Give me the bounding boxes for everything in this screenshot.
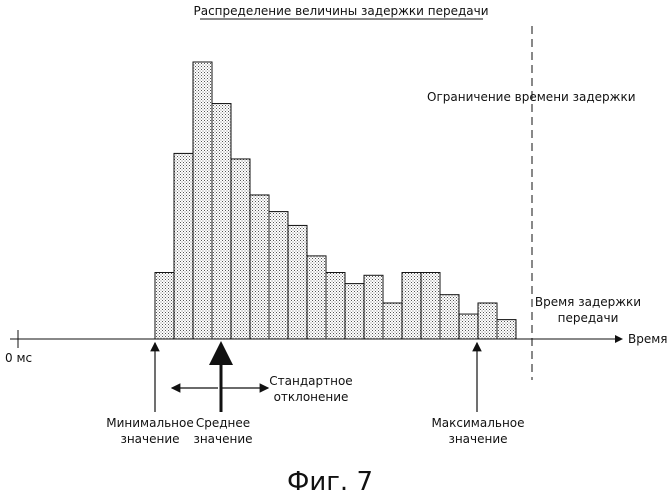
axis-label-time: Время (628, 332, 668, 346)
delay-limit-label: Ограничение времени задержки (427, 90, 636, 104)
histogram-bar-3 (193, 62, 212, 339)
histogram-bar-4 (212, 104, 231, 339)
delay-time-label-line1: Время задержки (535, 295, 641, 309)
mean-value-label-line1: Среднее (196, 416, 250, 430)
origin-label: 0 мс (5, 351, 32, 365)
histogram-bar-18 (478, 303, 497, 339)
std-deviation-label-line2: отклонение (274, 390, 349, 404)
chart-title: Распределение величины задержки передачи (193, 4, 488, 18)
histogram-bar-17 (459, 314, 478, 339)
histogram-bar-6 (250, 195, 269, 339)
figure-caption: Фиг. 7 (287, 467, 373, 497)
max-value-label-line1: Максимальное (431, 416, 524, 430)
delay-time-label-line2: передачи (558, 311, 619, 325)
histogram-bar-16 (440, 295, 459, 339)
min-value-label-line2: значение (120, 432, 179, 446)
std-deviation-label-line1: Стандартное (269, 374, 352, 388)
mean-value-label-line2: значение (193, 432, 252, 446)
histogram-bar-13 (383, 303, 402, 339)
histogram-bar-19 (497, 320, 516, 339)
max-value-label-line2: значение (448, 432, 507, 446)
histogram-bar-5 (231, 159, 250, 339)
histogram-bar-10 (326, 273, 345, 339)
histogram-bar-1 (155, 273, 174, 339)
histogram-bar-7 (269, 212, 288, 339)
histogram-bar-14 (402, 273, 421, 339)
histogram-bar-12 (364, 275, 383, 339)
histogram-bar-2 (174, 153, 193, 339)
min-value-label-line1: Минимальное (106, 416, 194, 430)
histogram-bar-8 (288, 225, 307, 339)
histogram-bar-11 (345, 284, 364, 339)
histogram-bar-15 (421, 273, 440, 339)
histogram-bar-9 (307, 256, 326, 339)
